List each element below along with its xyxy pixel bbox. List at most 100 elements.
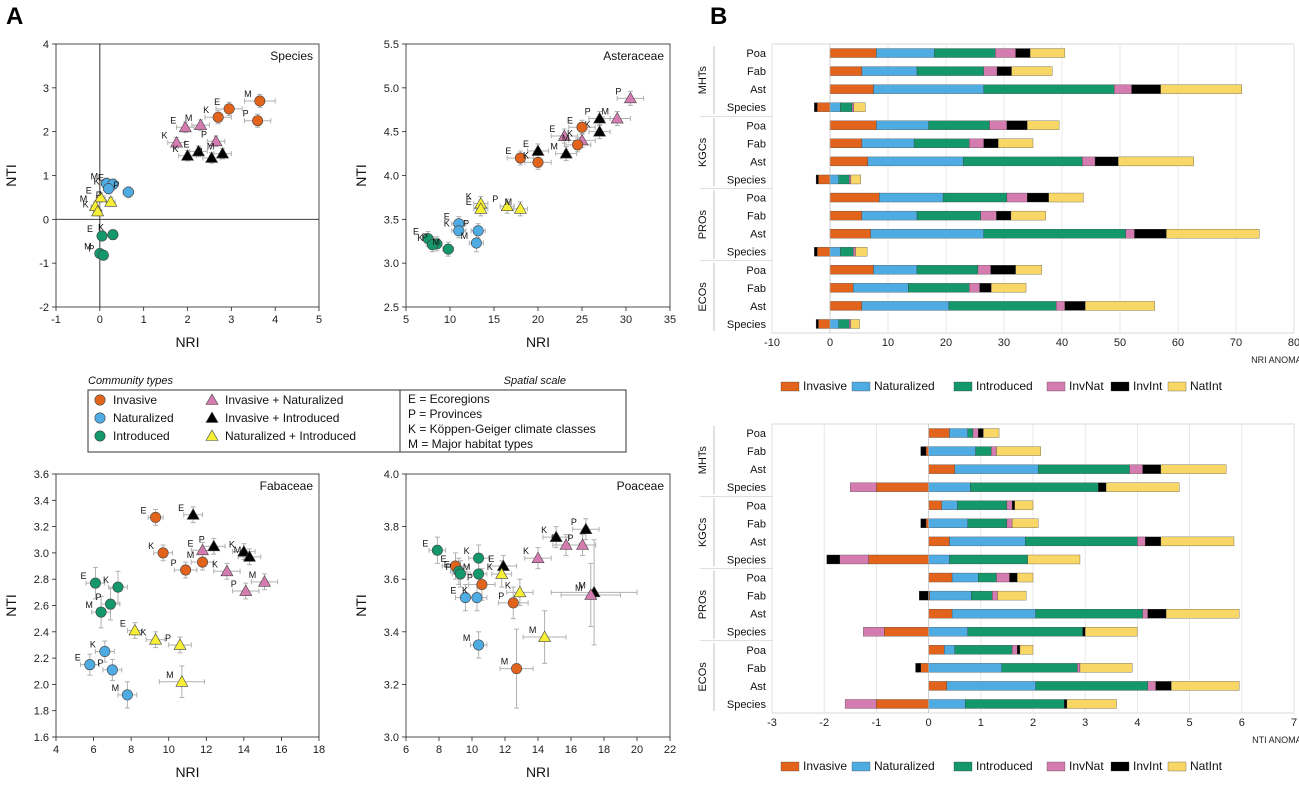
nri_anomaly-x-tick-label: 40 [1056, 337, 1068, 349]
fabaceae-point-label: E [80, 571, 86, 581]
nti_anomaly-bar-segment-pros-species-naturalized [928, 627, 968, 637]
nti_anomaly-bar-segment-pros-poa-naturalized [951, 572, 979, 583]
nri_anomaly-bar-segment-ecos-fab-naturalized [853, 283, 909, 293]
fabaceae-point-label: M [249, 570, 257, 580]
fabaceae-y-tick-label: 2.2 [34, 653, 49, 665]
nri_anomaly-bar-segment-ecos-species-naturalized [829, 319, 839, 329]
nri_anomaly-bar-segment-pros-poa-naturalized [879, 192, 944, 203]
asteraceae-point-naturalized-m [470, 237, 482, 249]
poaceae-y-tick-label: 3.6 [384, 574, 399, 586]
species-point-natint-e [94, 190, 108, 203]
stacked-bar-chart-nti-anomaly: -3 -2 -1 0 1 2 3 4 5 6 7 NTI ANOMALY MHTs Poa Fab Ast Sp… [697, 423, 1299, 773]
asteraceae-point-invnat-e [557, 129, 571, 141]
poaceae-plot-title: Poaceae [617, 479, 665, 493]
species-y-tick-label: 0 [43, 214, 49, 226]
poaceae-x-tick-label: 12 [499, 744, 511, 756]
fabaceae-x-tick-label: 6 [91, 744, 97, 756]
nri_anomaly-row-label-poa: Poa [746, 193, 766, 205]
poaceae-point-label: P [498, 591, 504, 601]
fabaceae-x-tick-label: 4 [53, 744, 59, 756]
nri_anomaly-bar-segment-kgcs-ast-invint [1094, 156, 1119, 167]
poaceae-point-label: M [575, 583, 583, 593]
nri_anomaly-bar-segment-mhts-species-naturalized [829, 102, 841, 112]
nri_anomaly-group-label-mhts: MHTs [697, 66, 709, 95]
fabaceae-x-tick-label: 8 [128, 744, 134, 756]
nri_anomaly-bar-segment-mhts-poa-naturalized [876, 48, 935, 58]
poaceae-point-label: E [551, 533, 557, 543]
nri_anomaly-bar-segment-kgcs-species-introduced [838, 174, 850, 185]
asteraceae-point-label: E [523, 139, 529, 149]
poaceae-x-tick-label: 16 [565, 744, 577, 756]
nri_anomaly-bar-segment-pros-species-natint [855, 247, 868, 257]
nri_anomaly-bar-segment-pros-ast-naturalized [870, 229, 984, 239]
species-plot-title: Species [270, 49, 313, 63]
nri_anomaly-bar-segment-mhts-ast-invnat [1114, 84, 1132, 94]
nti_anomaly-bar-segment-pros-species-natint [1085, 627, 1138, 637]
poaceae-point-introduced-p [454, 568, 466, 580]
nri_anomaly-bar-segment-ecos-poa-invasive [829, 265, 874, 275]
nri_anomaly-row-label-ast: Ast [750, 84, 766, 96]
asteraceae-point-invasive-m [572, 139, 584, 151]
nri_anomaly-bar-segment-pros-poa-introduced [942, 192, 1008, 203]
nti_anomaly-bar-segment-pros-poa-introduced [978, 572, 997, 583]
nri_anomaly-bar-segment-mhts-poa-introduced [934, 48, 996, 58]
nri_anomaly-bar-segment-mhts-species-introduced [840, 102, 853, 112]
nti_anomaly-bar-segment-ecos-fab-natint [1079, 663, 1133, 673]
poaceae-point-label: K [541, 525, 547, 535]
nri_anomaly-bar-segment-mhts-species-natint [853, 102, 866, 112]
poaceae-y-tick-label: 3.0 [384, 732, 399, 744]
fabaceae-point-natint-k [149, 633, 163, 645]
species-point-introduced-p [97, 249, 109, 261]
nri_anomaly-group-label-kgcs: KGCs [697, 137, 709, 167]
fabaceae-point-introduced-k [112, 581, 124, 593]
nri_anomaly-bar-segment-pros-species-invint [814, 247, 818, 257]
nri_anomaly-x-axis-label: NRI ANOMALY [1251, 355, 1299, 365]
nti_anomaly-row-label-poa: Poa [746, 428, 766, 440]
nti_anomaly-bar-segment-pros-fab-introduced [971, 590, 993, 601]
nri_anomaly-bar-segment-kgcs-species-invasive [818, 174, 831, 185]
species-point-label: K [83, 199, 89, 209]
nri_anomaly-bar-segment-kgcs-ast-introduced [963, 156, 1083, 167]
poaceae-point-label: M [463, 633, 471, 643]
asteraceae-x-tick-label: 10 [444, 314, 456, 326]
fabaceae-y-tick-label: 2.0 [34, 679, 49, 691]
species-point-label: P [88, 243, 94, 253]
nri_anomaly-bar-segment-ecos-species-natint [850, 319, 860, 329]
nti_anomaly-bar-segment-ecos-ast-naturalized [946, 681, 1036, 691]
nti_anomaly-bar-segment-mhts-species-invasive [876, 482, 929, 492]
nti-legend-swatch-natint [1167, 761, 1187, 772]
poaceae-point-invnat-e [559, 538, 573, 550]
nti-legend-label-invasive: Invasive [803, 759, 847, 773]
species-point-invnat-e [178, 120, 192, 133]
species-point-label: M [207, 142, 215, 152]
species-point-natint-p [104, 195, 118, 207]
nti_anomaly-bar-segment-ecos-poa-naturalized [944, 645, 955, 655]
nti_anomaly-group-label-ecos: ECOs [697, 662, 709, 692]
fabaceae-x-tick-label: 12 [200, 744, 212, 756]
poaceae-point-invnat-k [531, 551, 545, 563]
nri_anomaly-row-label-ast: Ast [750, 156, 766, 168]
species-point-invnat-k [170, 136, 184, 148]
fabaceae-plot-frame [55, 473, 320, 738]
nri_anomaly-bar-segment-pros-fab-naturalized [861, 210, 918, 221]
poaceae-plot-frame [405, 473, 671, 738]
nri_anomaly-bar-segment-ecos-species-invint [815, 319, 819, 329]
fabaceae-point-label: M [187, 550, 195, 560]
asteraceae-point-natint-m [513, 202, 527, 214]
nti_anomaly-x-tick-label: 0 [926, 717, 932, 729]
nri_anomaly-bar-segment-kgcs-fab-naturalized [861, 138, 915, 148]
nri_anomaly-bar-segment-mhts-species-invasive [817, 102, 831, 112]
poaceae-y-tick-label: 3.2 [384, 679, 399, 691]
nri_anomaly-bar-segment-mhts-ast-invint [1131, 84, 1161, 94]
nri_anomaly-x-tick-label: 70 [1230, 337, 1242, 349]
fabaceae-y-tick-label: 3.4 [34, 495, 49, 507]
species-y-tick-label: -2 [39, 302, 49, 314]
fabaceae-point-label: M [112, 683, 120, 693]
poaceae-point-label: M [501, 657, 509, 667]
asteraceae-x-tick-label: 15 [488, 314, 500, 326]
species-point-introduced-k [107, 229, 119, 241]
nri_anomaly-bar-segment-mhts-fab-invint [996, 66, 1012, 76]
species-point-label: M [80, 194, 88, 204]
nri_anomaly-bar-segment-kgcs-ast-natint [1118, 156, 1194, 167]
fabaceae-point-invasive-e [150, 511, 162, 523]
